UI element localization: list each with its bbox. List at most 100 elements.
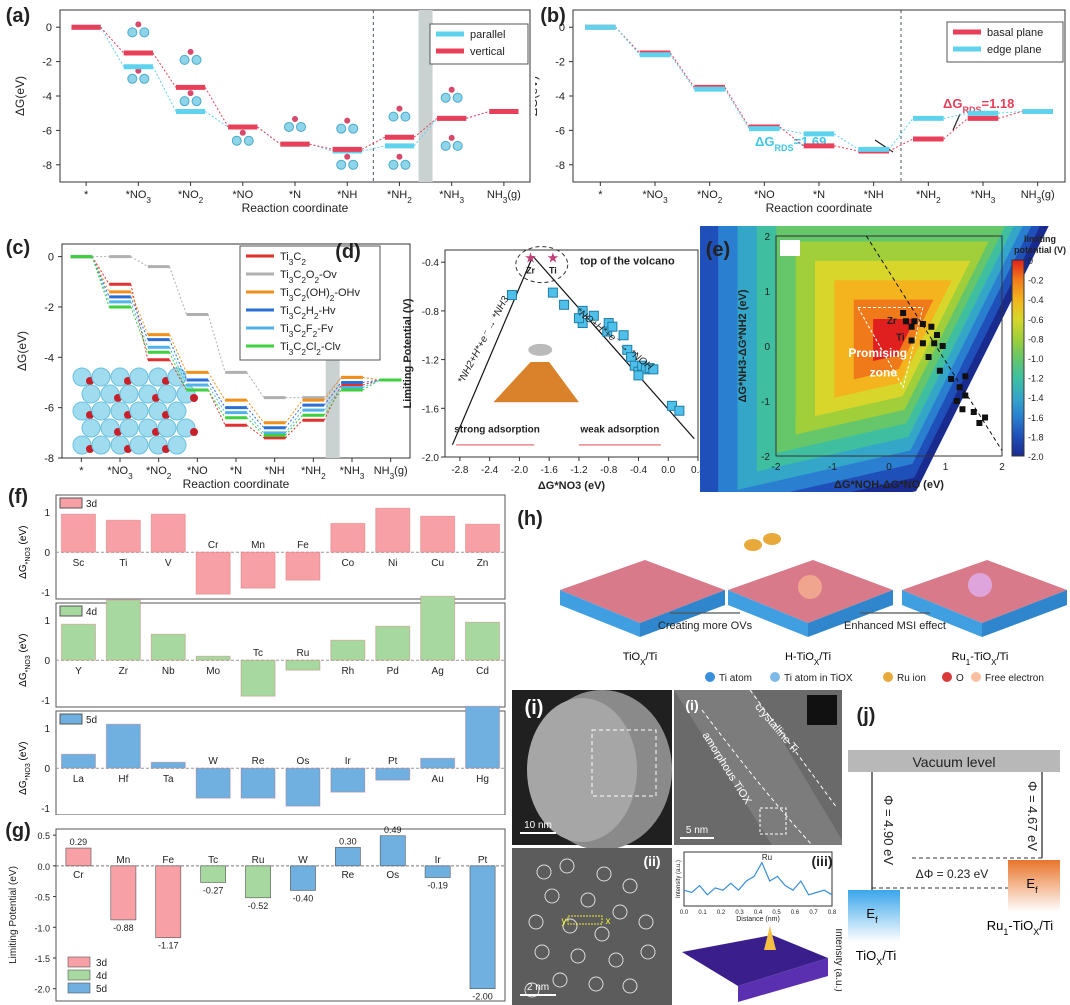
slab-atom	[82, 385, 100, 403]
x-tick-label-part: 2	[321, 472, 326, 481]
panel-label-g: (g)	[5, 820, 31, 842]
connector-vertical	[101, 27, 124, 53]
colorbar-tick: -0.6	[1028, 315, 1044, 325]
bar	[151, 514, 185, 552]
y-tick-label: -4	[555, 91, 565, 103]
legend-label-part: (OH)	[306, 287, 330, 299]
bar	[241, 552, 275, 588]
y-tick-label: -2.0	[422, 453, 440, 464]
slab-atom	[82, 419, 100, 437]
energy-diagram-j: (j)Vacuum levelΦ = 4.90 eV Φ = 4.67 eVΔΦ …	[842, 690, 1070, 1005]
bar	[331, 768, 365, 792]
ylabel-part: (eV)	[18, 526, 29, 548]
panel-b: 0 -2 -4 -6 -8 * *NO3 *NO2 *NO *N *NH *NH2 *NH3 NH3(g)…	[535, 0, 1070, 230]
y-tick-label: -1.0	[34, 923, 50, 933]
bar-value-label: -0.19	[427, 881, 448, 891]
x-tick-label: NH3(g)	[487, 189, 521, 205]
molecule-atom	[140, 74, 149, 83]
legend-label-part: 2	[301, 258, 306, 267]
star-label: Ti	[549, 266, 557, 276]
molecule-atom	[389, 160, 398, 169]
panel-f: 3d Sc Ti V Cr Mn Fe Co Ni Cu Zn 1 0 -1 ΔG*NO3 (eV) 4d Y Z…	[0, 485, 510, 815]
panel-label-a: (a)	[6, 5, 30, 27]
data-point	[937, 368, 943, 374]
y-tick-label: -8	[555, 160, 565, 172]
bar	[331, 523, 365, 552]
x-tick-label: *NO	[754, 189, 775, 201]
slab-atom	[130, 436, 148, 454]
y-tick-label: -1.2	[422, 356, 440, 367]
legend-label: edge plane	[987, 44, 1041, 56]
legend-label-part: C	[293, 251, 301, 263]
x-tick-label-part: NH	[1021, 189, 1037, 201]
bar-category: Sc	[73, 558, 85, 569]
profile-x-tick: 0.2	[717, 910, 726, 916]
bar	[331, 640, 365, 660]
bar-category: Cu	[431, 558, 444, 569]
connector-Ti3C2(OH)2-OHv	[208, 372, 225, 400]
chart-e: ZrTiPromisingzone-2 -1 0 1 2-2-1012ΔG*NOH-ΔG…	[700, 226, 1070, 492]
bar-category: Pt	[388, 756, 398, 767]
y-axis-label: ΔG(eV)	[15, 331, 29, 371]
data-point	[934, 332, 940, 338]
rds-delta: ΔG	[943, 96, 962, 111]
legend-label-part: Ti	[280, 287, 289, 299]
bar	[151, 634, 185, 660]
colorbar-tick: -1.4	[1028, 393, 1044, 403]
bar	[286, 552, 320, 580]
data-point	[982, 415, 988, 421]
bar-value-label: -1.17	[158, 941, 179, 951]
x-tick-label-part: *NH	[265, 465, 285, 477]
y-tick-label: 0.0	[37, 862, 50, 872]
scheme-caption: Ru1-TiOX/Ti	[952, 651, 1009, 667]
x-tick-label-part: *NH	[971, 189, 991, 201]
cap-part: /Ti	[882, 948, 896, 963]
rds-value: =1.18	[981, 96, 1014, 111]
molecule-atom	[344, 118, 350, 124]
data-point	[962, 393, 968, 399]
chart-f: 3dSc Ti VCr Mn FeCo Ni Cu Zn10-1ΔG*NO3 (eV)4dY Z…	[0, 485, 510, 815]
colorbar-title: limiting	[1024, 234, 1056, 244]
molecule-atom	[240, 130, 246, 136]
x-tick-label: *NH	[337, 189, 357, 201]
data-point	[926, 354, 932, 360]
y-tick-label: 1	[44, 724, 50, 735]
slab-atom	[92, 436, 110, 454]
legend-label-part: Ti	[280, 305, 289, 317]
rds-delta: ΔG	[755, 134, 774, 149]
x-tick-label-part: NH	[487, 189, 503, 201]
molecule-atom	[128, 28, 137, 37]
x-tick-label-part: 2	[936, 196, 941, 205]
data-point	[507, 291, 516, 300]
data-point	[548, 288, 557, 297]
bar	[106, 600, 140, 660]
legend-label: 5d	[96, 984, 107, 995]
legend-label: Ti atom	[719, 673, 752, 684]
bar-category: Ag	[432, 666, 444, 677]
x-tick-label: 1	[943, 462, 949, 473]
x-axis-label: ΔG*NOH-ΔG*NO (eV)	[834, 479, 944, 491]
free-electron-glow	[798, 575, 822, 599]
panel-e: Zr Ti Promising zone -2 -1 0 1 2 -2 -1 0 1 2 ΔG*NOH-ΔG…	[700, 226, 1070, 492]
bar	[421, 596, 455, 660]
molecule-atom	[285, 122, 294, 131]
x-tick-label: *NO3	[107, 465, 133, 481]
caption-part: /Ti	[645, 651, 657, 663]
bar-category: Zr	[119, 666, 129, 677]
panel-d: -2.8 -2.4 -2.0 -1.6 -1.2 -0.8 -0.4 0.0 0.4 -0.4 -0…	[330, 232, 710, 492]
molecule-atom	[344, 154, 350, 160]
data-point	[634, 371, 643, 380]
x-tick-label: -0.4	[630, 465, 648, 476]
x-tick-label-part: *NO	[146, 465, 167, 477]
bar	[241, 660, 275, 696]
bar-category: Os	[386, 870, 399, 881]
bar-value-label: 0.29	[70, 837, 88, 847]
y-tick-label: -0.4	[422, 258, 440, 269]
panel-label-i: (i)	[525, 697, 544, 719]
colorbar-title: potential (V)	[1014, 245, 1066, 255]
y-tick-label: -1	[41, 696, 50, 707]
ylabel-part: ΔG	[18, 564, 29, 579]
y-tick-label: -6	[555, 125, 565, 137]
bar-value-label: 0.30	[339, 836, 357, 846]
x-tick-label-part: *NO	[754, 189, 775, 201]
